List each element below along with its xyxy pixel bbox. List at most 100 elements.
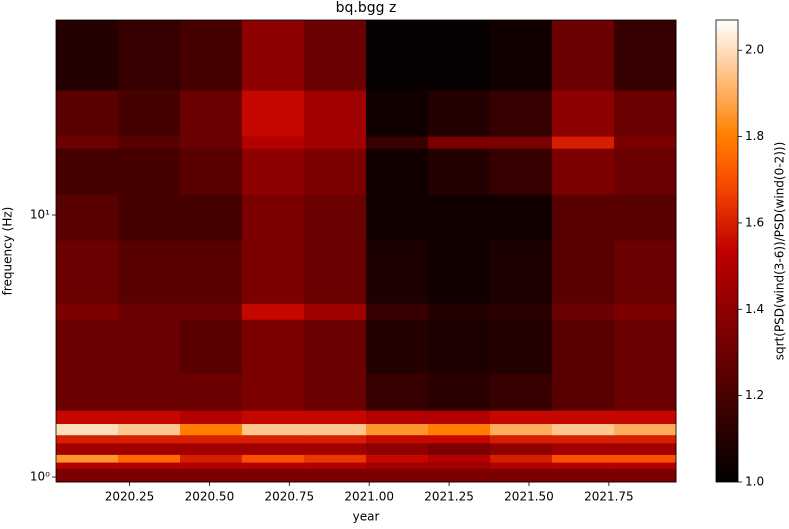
heatmap-cell [118,423,181,436]
heatmap-cell [490,454,553,463]
heatmap-cell [304,434,367,444]
heatmap-cell [118,194,181,241]
heatmap-cell [490,20,553,91]
heatmap-cell [366,442,429,455]
heatmap-cell [614,303,677,320]
heatmap-cell [614,194,677,241]
heatmap-cell [118,468,181,483]
x-tick-label: 2021.50 [504,490,554,504]
heatmap-cell [180,442,243,455]
plot-frame [55,19,677,483]
heatmap-cell [428,468,491,483]
heatmap-cell [428,240,491,304]
heatmap-cell [428,372,491,411]
heatmap-cell [56,319,119,374]
heatmap-cell [118,462,181,469]
heatmap-cell [552,136,615,149]
colorbar-tick-label: 1.6 [745,215,764,229]
heatmap-cell [180,136,243,149]
heatmap-cell [180,462,243,469]
heatmap-cell [490,462,553,469]
heatmap-cell [242,240,305,304]
heatmap-cell [614,423,677,436]
heatmap-cell [428,319,491,374]
x-tick-label: 2020.75 [264,490,314,504]
heatmap-cell [552,89,615,137]
heatmap-cell [552,462,615,469]
heatmap-cell [180,372,243,411]
heatmap-cell [614,148,677,195]
heatmap-cell [304,148,367,195]
heatmap-cell [490,240,553,304]
heatmap-cell [614,89,677,137]
heatmap-cell [428,303,491,320]
heatmap-cell [366,20,429,91]
heatmap-cell [366,454,429,463]
heatmap-cell [180,240,243,304]
colorbar [715,19,739,483]
heatmap-cell [366,319,429,374]
heatmap-cell [56,303,119,320]
heatmap-cell [180,89,243,137]
heatmap-cell [56,434,119,444]
heatmap-cell [242,148,305,195]
heatmap-cell [242,434,305,444]
heatmap-cell [242,20,305,91]
heatmap-cell [614,372,677,411]
heatmap-cell [490,194,553,241]
heatmap-cell [118,319,181,374]
heatmap-cell [180,319,243,374]
heatmap-cell [242,372,305,411]
heatmap-cell [180,410,243,425]
heatmap-cell [304,194,367,241]
heatmap-cell [428,423,491,436]
heatmap-cell [304,423,367,436]
colorbar-label: sqrt(PSD(wind(3-6))/PSD(wind(0-2))) [773,142,787,361]
heatmap-cell [552,423,615,436]
heatmap-cell [118,240,181,304]
heatmap-cell [614,136,677,149]
heatmap-cell [242,89,305,137]
heatmap-cell [242,319,305,374]
heatmap-cell [118,20,181,91]
heatmap-cell [614,319,677,374]
heatmap-cell [304,454,367,463]
heatmap-cell [428,434,491,444]
heatmap-cell [242,303,305,320]
heatmap-cell [490,319,553,374]
heatmap-cell [614,442,677,455]
heatmap-cell [366,468,429,483]
x-tick-label: 2020.50 [185,490,235,504]
heatmap-cell [366,462,429,469]
heatmap-cell [366,372,429,411]
heatmap-cell [552,20,615,91]
heatmap-cell [56,462,119,469]
heatmap-cell [614,454,677,463]
heatmap-cell [614,462,677,469]
heatmap-cell [304,319,367,374]
x-tick-label: 2021.00 [344,490,394,504]
heatmap-cell [242,410,305,425]
heatmap-cell [304,468,367,483]
heatmap-cell [490,89,553,137]
heatmap-cell [428,148,491,195]
heatmap-cell [614,468,677,483]
heatmap-cell [614,434,677,444]
heatmap-cell [56,423,119,436]
heatmap-cell [56,194,119,241]
heatmap-cell [242,423,305,436]
heatmap-cell [490,136,553,149]
heatmap-cell [242,136,305,149]
heatmap-cell [428,194,491,241]
heatmap-cell [118,148,181,195]
heatmap-cell [180,148,243,195]
heatmap-cell [304,303,367,320]
heatmap-cell [552,194,615,241]
heatmap-cell [56,454,119,463]
x-tick-label: 2021.25 [424,490,474,504]
heatmap-cell [552,240,615,304]
heatmap-cell [366,423,429,436]
heatmap-cell [118,89,181,137]
x-axis-label: year [353,510,380,524]
colorbar-tick-label: 1.4 [745,302,764,316]
